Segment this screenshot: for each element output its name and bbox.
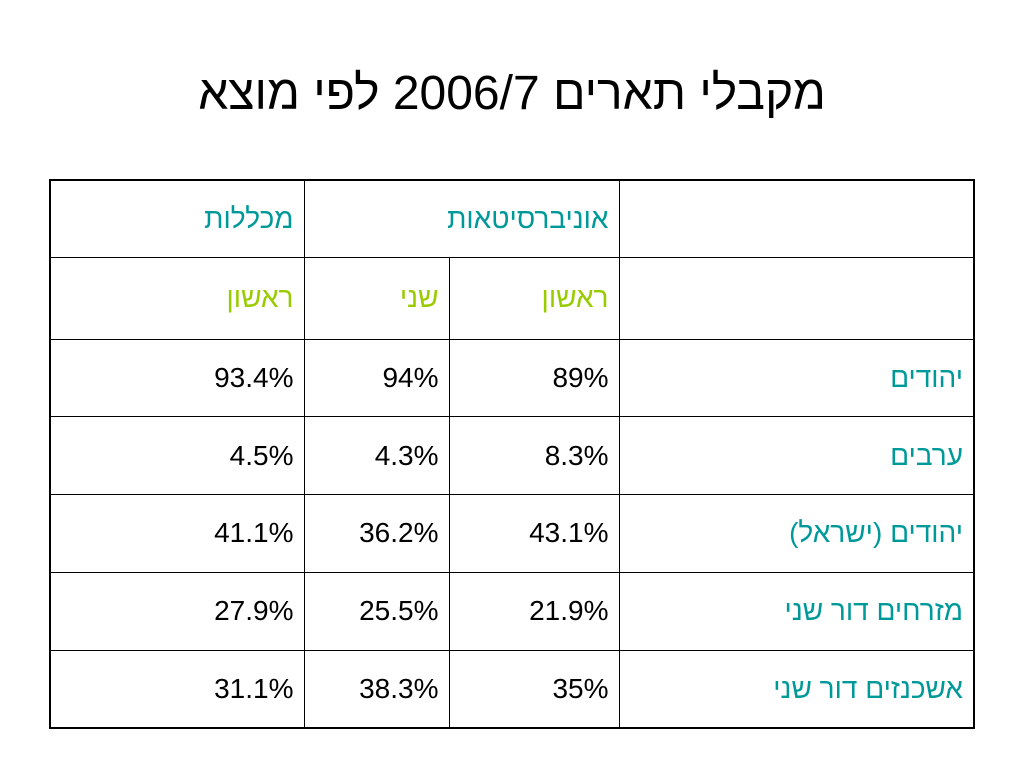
cell-col-first: 93.4% [49, 338, 305, 418]
cell-uni-first: 35% [448, 649, 620, 729]
table-row: אשכנזים דור שני 35% 38.3% 31.1% [49, 649, 975, 729]
row-label: ערבים [618, 416, 975, 496]
header-uni-second-degree: שני [303, 256, 450, 340]
header-universities: אוניברסיטאות [303, 179, 620, 258]
header-col-first-degree: ראשון [49, 256, 305, 340]
corner-cell [618, 256, 975, 340]
corner-cell [618, 179, 975, 258]
cell-uni-first: 43.1% [448, 494, 620, 573]
cell-uni-first: 21.9% [448, 571, 620, 651]
table-row: מזרחים דור שני 21.9% 25.5% 27.9% [49, 571, 975, 651]
row-label: מזרחים דור שני [618, 571, 975, 651]
sub-header-row: ראשון שני ראשון [49, 256, 975, 340]
cell-uni-second: 25.5% [303, 571, 450, 651]
data-table: אוניברסיטאות מכללות ראשון שני ראשון יהוד… [49, 179, 976, 729]
cell-col-first: 4.5% [49, 416, 305, 496]
row-label: יהודים (ישראל) [618, 494, 975, 573]
row-label: יהודים [618, 338, 975, 418]
cell-uni-second: 94% [303, 338, 450, 418]
cell-col-first: 41.1% [49, 494, 305, 573]
cell-col-first: 27.9% [49, 571, 305, 651]
cell-uni-first: 89% [448, 338, 620, 418]
row-label: אשכנזים דור שני [618, 649, 975, 729]
table-row: ערבים 8.3% 4.3% 4.5% [49, 416, 975, 496]
group-header-row: אוניברסיטאות מכללות [49, 179, 975, 258]
slide-title: מקבלי תארים 2006/7 לפי מוצא [198, 67, 826, 120]
header-colleges: מכללות [49, 179, 305, 258]
cell-uni-first: 8.3% [448, 416, 620, 496]
header-uni-first-degree: ראשון [448, 256, 620, 340]
table-row: יהודים (ישראל) 43.1% 36.2% 41.1% [49, 494, 975, 573]
cell-uni-second: 4.3% [303, 416, 450, 496]
cell-uni-second: 38.3% [303, 649, 450, 729]
table-row: יהודים 89% 94% 93.4% [49, 338, 975, 418]
cell-col-first: 31.1% [49, 649, 305, 729]
cell-uni-second: 36.2% [303, 494, 450, 573]
